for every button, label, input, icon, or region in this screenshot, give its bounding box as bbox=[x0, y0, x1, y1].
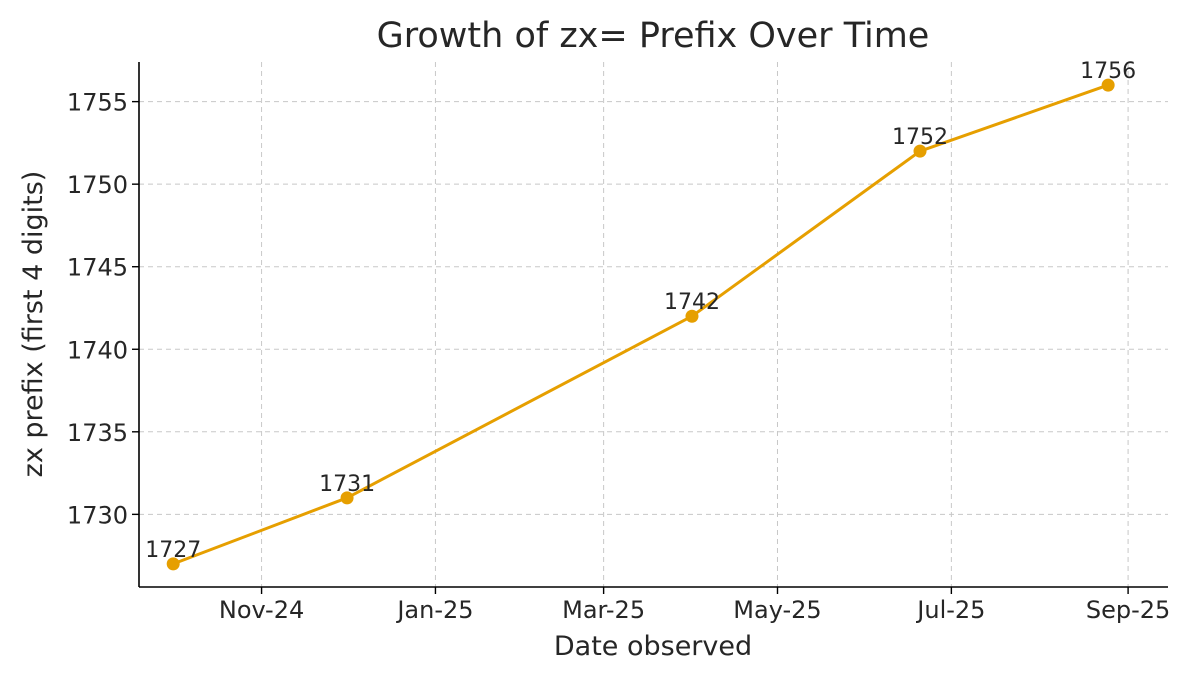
grid bbox=[139, 62, 1168, 587]
data-label: 1756 bbox=[1080, 59, 1136, 84]
y-tick-label: 1755 bbox=[67, 89, 128, 117]
chart-title: Growth of zx= Prefix Over Time bbox=[377, 16, 930, 56]
y-tick-label: 1730 bbox=[67, 501, 128, 529]
y-tick-label: 1745 bbox=[67, 254, 128, 282]
x-axis-ticks: Nov-24 Jan-25 Mar-25 May-25 Jul-25 Sep-25 bbox=[219, 587, 1170, 624]
data-point bbox=[913, 144, 927, 158]
y-tick-label: 1735 bbox=[67, 419, 128, 447]
data-label: 1742 bbox=[664, 290, 720, 315]
data-point bbox=[340, 491, 354, 505]
data-label: 1731 bbox=[319, 472, 375, 497]
y-axis-label: zx prefix (first 4 digits) bbox=[18, 171, 49, 478]
y-axis-ticks: 1730 1735 1740 1745 1750 1755 bbox=[67, 89, 139, 529]
data-point bbox=[166, 557, 180, 571]
series: 1727 1731 1742 1752 1756 bbox=[145, 59, 1136, 571]
series-line bbox=[172, 83, 1109, 566]
y-tick-label: 1740 bbox=[67, 336, 128, 364]
data-point bbox=[685, 309, 699, 323]
x-tick-label: Jan-25 bbox=[395, 596, 473, 624]
data-label: 1752 bbox=[892, 125, 948, 150]
x-tick-label: Jul-25 bbox=[915, 596, 985, 624]
x-tick-label: Sep-25 bbox=[1086, 596, 1170, 624]
x-tick-label: May-25 bbox=[733, 596, 821, 624]
x-tick-label: Mar-25 bbox=[562, 596, 645, 624]
y-tick-label: 1750 bbox=[67, 171, 128, 199]
axes bbox=[138, 62, 1168, 588]
x-tick-label: Nov-24 bbox=[219, 596, 304, 624]
x-axis-label: Date observed bbox=[554, 631, 752, 662]
data-label: 1727 bbox=[145, 538, 201, 563]
data-point bbox=[1101, 78, 1115, 92]
